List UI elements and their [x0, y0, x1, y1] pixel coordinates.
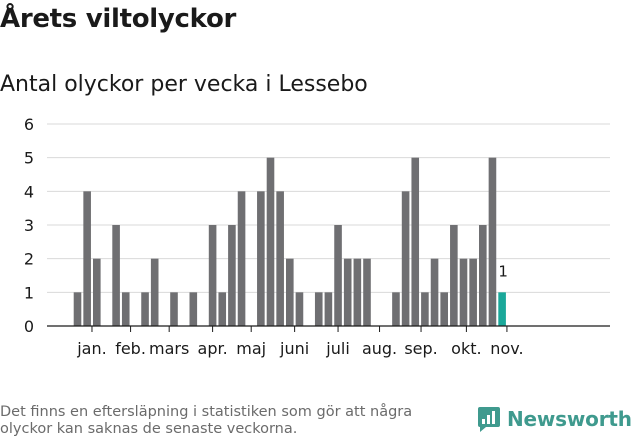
bar [401, 191, 410, 326]
x-tick-label: juli [325, 339, 349, 358]
bar [392, 292, 400, 326]
bar [498, 292, 506, 326]
bar [411, 157, 420, 326]
bar [228, 225, 236, 326]
bar [218, 292, 227, 326]
bar [93, 258, 101, 326]
brand-name: Newsworthy [507, 407, 631, 431]
bar [295, 292, 304, 326]
bar [459, 258, 468, 326]
bar [112, 225, 120, 326]
bar [363, 258, 371, 326]
bar [257, 191, 265, 326]
bar [121, 292, 130, 326]
bar [266, 157, 275, 326]
bar [170, 292, 178, 326]
x-tick-label: jan. [76, 339, 106, 358]
bar [286, 258, 294, 326]
bar [73, 292, 82, 326]
chart-subtitle: Antal olyckor per vecka i Lessebo [0, 72, 368, 97]
newsworthy-logo-icon [478, 407, 500, 432]
bar [421, 292, 429, 326]
x-tick-label: aug. [362, 339, 397, 358]
data-label: 1 [498, 262, 508, 280]
bar [208, 225, 217, 326]
brand-logo[interactable]: Newsworthy [477, 406, 631, 432]
bar [189, 292, 198, 326]
x-tick-label: nov. [490, 339, 523, 358]
x-tick-label: maj [236, 339, 266, 358]
y-tick-label: 0 [24, 317, 34, 336]
bar [83, 191, 91, 326]
bar [334, 225, 342, 326]
bar-chart: 0 1 2 3 4 5 6 1 jan. feb. mars apr. maj juni juli aug. s… [24, 115, 610, 358]
bar [479, 225, 487, 326]
bar [440, 292, 448, 326]
x-tick-label: apr. [198, 339, 228, 358]
y-tick-label: 4 [24, 182, 34, 201]
x-tick-label: mars [149, 339, 189, 358]
y-tick-label: 5 [24, 149, 34, 168]
y-tick-label: 1 [24, 283, 34, 302]
y-tick-label: 3 [24, 216, 34, 235]
x-tick-label: juni [279, 339, 309, 358]
bar [343, 258, 352, 326]
footnote: Det finns en eftersläpning i statistiken… [0, 404, 413, 437]
bar [237, 191, 246, 326]
bar [276, 191, 284, 326]
x-tick-label: okt. [451, 339, 481, 358]
bar [353, 258, 362, 326]
chart-title: Årets viltolyckor [0, 4, 237, 34]
x-tick-label: feb. [115, 339, 146, 358]
bar [450, 225, 458, 326]
bar [314, 292, 323, 326]
y-tick-label: 6 [24, 115, 34, 134]
bar [324, 292, 333, 326]
y-tick-label: 2 [24, 250, 34, 269]
bar [430, 258, 439, 326]
bar [469, 258, 477, 326]
bar [150, 258, 159, 326]
x-tick-label: sep. [404, 339, 437, 358]
bar [488, 157, 497, 326]
bar [141, 292, 149, 326]
